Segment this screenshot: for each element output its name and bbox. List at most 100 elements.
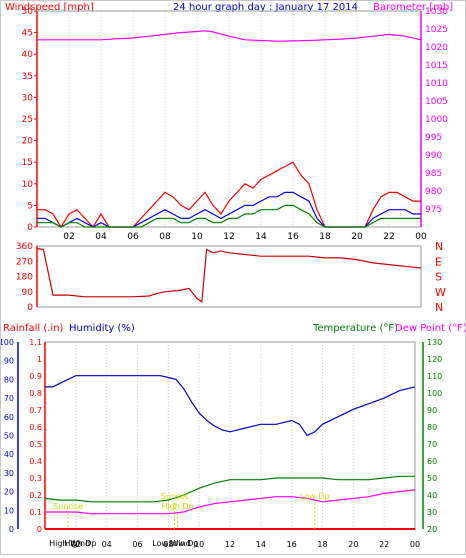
humidity-tick-label: 20: [4, 488, 14, 497]
temperature-tick-label: 130: [427, 338, 442, 347]
rainfall-tick-label: 0.6: [29, 423, 42, 432]
barometer-tick-label: 975: [425, 205, 442, 215]
humidity-temperature-chart: Rainfall (.in) Humidity (%) Temperature (°…: [0, 323, 466, 549]
direction-tick-label: 0: [27, 303, 33, 313]
barometer-tick-label: 995: [425, 133, 442, 143]
humidity-tick-label: 90: [4, 357, 14, 366]
series-line-wind-direction: [36, 247, 422, 303]
barometer-tick-label: 1005: [425, 97, 448, 107]
x-tick-label: 12: [223, 232, 234, 242]
humidity-tick-label: 60: [4, 413, 14, 422]
windspeed-tick-label: 30: [22, 93, 34, 103]
temperature-tick-label: 110: [427, 372, 442, 381]
humidity-tick-label: 80: [4, 375, 14, 384]
series-line-humidity: [45, 375, 416, 437]
x-tick-label: 00: [410, 540, 420, 549]
rainfall-tick-label: 0.8: [29, 389, 42, 398]
x-tick-label: 16: [287, 540, 297, 549]
barometer-tick-label: 985: [425, 169, 442, 179]
x-tick-label: 08: [163, 540, 173, 549]
compass-label: N: [435, 240, 443, 253]
temperature-tick-label: 120: [427, 355, 442, 364]
windspeed-axis-title: Windspeed [mph]: [5, 2, 94, 13]
temperature-tick-label: 100: [427, 389, 442, 398]
compass-label: W: [435, 286, 446, 299]
series-line-temperature: [44, 475, 415, 503]
annotation-label: Sunset: [161, 492, 188, 501]
windspeed-tick-label: 15: [22, 158, 33, 168]
windspeed-tick-label: 0: [27, 223, 33, 233]
temperature-tick-label: 80: [427, 423, 437, 432]
x-tick-label: 18: [319, 232, 331, 242]
x-tick-label: 02: [71, 540, 81, 549]
temperature-tick-label: 90: [427, 406, 437, 415]
windspeed-tick-label: 20: [22, 137, 34, 147]
barometer-tick-label: 1020: [425, 43, 448, 53]
direction-tick-label: 180: [16, 273, 33, 283]
x-tick-label: 06: [132, 540, 142, 549]
wind-direction-chart: 0 N 90 W 180 S 270 E 360 N: [16, 240, 446, 314]
barometer-tick-label: 1015: [425, 61, 448, 71]
barometer-tick-label: 990: [425, 151, 442, 161]
compass-label: N: [435, 301, 443, 314]
rainfall-tick-label: 0.1: [29, 508, 42, 517]
annotation-label: Low Wind: [152, 539, 190, 548]
annotation-label: Sunrise: [53, 502, 83, 511]
x-tick-label: 04: [95, 232, 107, 242]
x-tick-label: 18: [317, 540, 327, 549]
series-line-wind-average: [37, 204, 421, 228]
annotation-label: Low Dp: [300, 492, 330, 501]
rainfall-tick-label: 0.7: [29, 406, 42, 415]
humidity-tick-label: 50: [4, 432, 14, 441]
x-tick-label: 20: [351, 232, 363, 242]
x-tick-label: 02: [63, 232, 74, 242]
rainfall-tick-label: 1.1: [29, 338, 42, 347]
annotation-label: High Dp: [64, 539, 96, 548]
rainfall-tick-label: 0.9: [29, 372, 42, 381]
rainfall-tick-label: 0.4: [29, 457, 42, 466]
x-tick-label: 10: [191, 232, 203, 242]
compass-label: S: [435, 271, 442, 284]
x-tick-label: 06: [127, 232, 139, 242]
x-tick-label: 08: [159, 232, 171, 242]
x-tick-label: 22: [379, 540, 389, 549]
windspeed-tick-label: 25: [22, 115, 33, 125]
x-tick-label: 00: [415, 232, 427, 242]
rainfall-tick-label: 0: [37, 525, 42, 534]
barometer-axis-title: Barometer [mb]: [373, 2, 453, 13]
x-tick-label: 16: [287, 232, 299, 242]
chart-title: 24 hour graph day : January 17 2014: [173, 2, 358, 13]
humidity-tick-label: 70: [4, 394, 14, 403]
windspeed-tick-label: 35: [22, 72, 33, 82]
barometer-tick-label: 980: [425, 187, 442, 197]
direction-tick-label: 90: [22, 288, 34, 298]
humidity-tick-label: 30: [4, 469, 14, 478]
x-tick-label: 20: [348, 540, 358, 549]
temperature-axis-title: Temperature (°F): [312, 323, 398, 334]
barometer-tick-label: 1025: [425, 25, 448, 35]
annotation-label: High Dp: [161, 502, 193, 511]
rainfall-tick-label: 0.2: [29, 491, 42, 500]
annotation-label: Low Dp: [169, 539, 199, 548]
windspeed-tick-label: 50: [22, 7, 34, 17]
humidity-tick-label: 40: [4, 450, 14, 459]
humidity-tick-label: 0: [9, 525, 14, 534]
plot-frame: [36, 245, 422, 308]
windspeed-tick-label: 40: [22, 50, 34, 60]
temperature-tick-label: 20: [427, 525, 437, 534]
x-tick-label: 04: [102, 540, 112, 549]
humidity-tick-label: 10: [4, 506, 14, 515]
rainfall-tick-label: 0.5: [29, 440, 42, 449]
x-tick-label: 14: [256, 540, 266, 549]
humidity-tick-label: 100: [1, 338, 14, 347]
barometer-tick-label: 1030: [425, 7, 448, 17]
series-line-barometer: [37, 30, 422, 42]
rainfall-tick-label: 1: [37, 355, 42, 364]
rainfall-tick-label: 0.3: [29, 474, 42, 483]
x-tick-label: 10: [194, 540, 204, 549]
temperature-tick-label: 60: [427, 457, 437, 466]
x-tick-label: 22: [383, 232, 394, 242]
compass-label: E: [435, 255, 442, 268]
annotation-label: High Wind: [49, 539, 90, 548]
